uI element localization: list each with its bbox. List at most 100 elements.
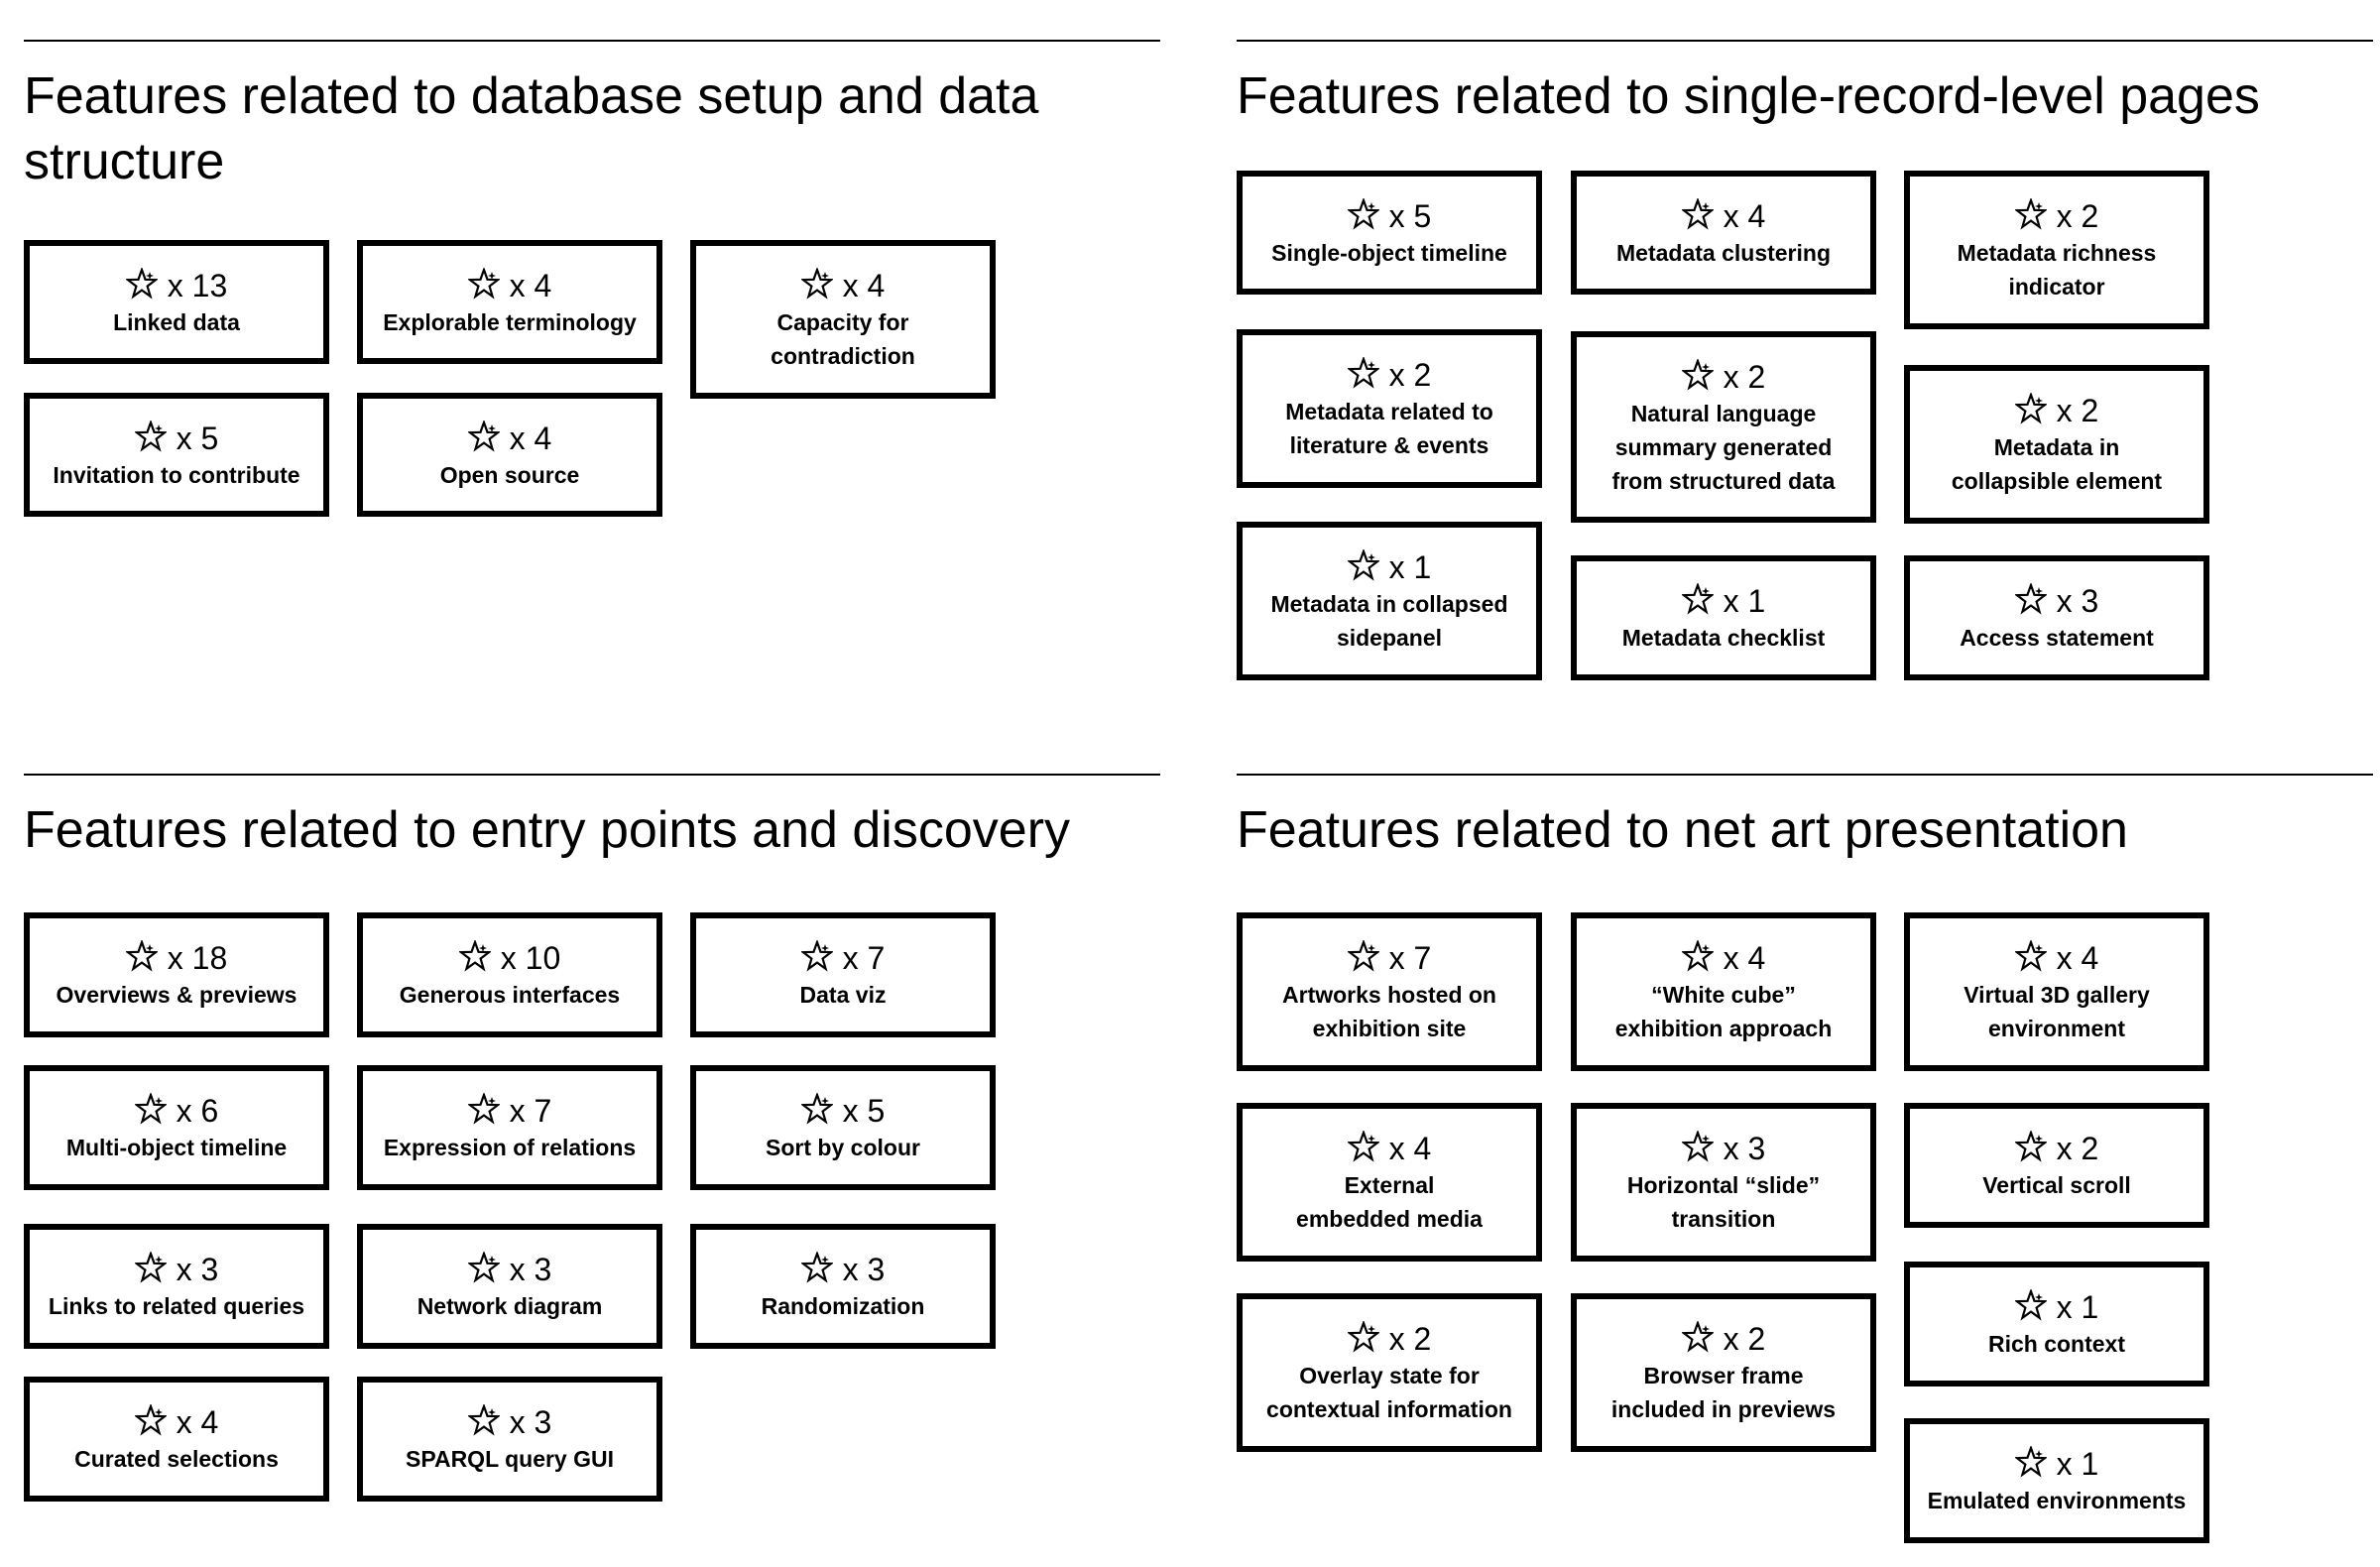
card-count: x 5 bbox=[176, 421, 219, 456]
section-single-record-pages: Features related to single-record-level … bbox=[1237, 40, 2373, 736]
star-icon bbox=[2014, 1446, 2047, 1478]
star-icon bbox=[467, 1093, 500, 1125]
feature-card-randomization: x 3 Randomization bbox=[690, 1224, 996, 1349]
card-label: “White cube” exhibition approach bbox=[1614, 982, 1833, 1041]
card-count: x 2 bbox=[2056, 393, 2099, 428]
feature-card-horizontal-slide: x 3 Horizontal “slide” transition bbox=[1571, 1103, 1876, 1262]
card-count: x 6 bbox=[176, 1093, 219, 1129]
card-count: x 1 bbox=[1723, 583, 1766, 619]
star-icon bbox=[800, 1252, 833, 1283]
card-count: x 4 bbox=[1723, 198, 1766, 234]
card-count: x 18 bbox=[167, 940, 228, 976]
card-label: Expression of relations bbox=[383, 1135, 637, 1160]
card-label: Network diagram bbox=[416, 1293, 603, 1319]
feature-card-invitation-to-contribute: x 5 Invitation to contribute bbox=[24, 393, 329, 517]
card-count: x 4 bbox=[176, 1404, 219, 1440]
feature-card-metadata-collapsed-sidepanel: x 1 Metadata in collapsed sidepanel bbox=[1237, 522, 1542, 680]
star-icon bbox=[1347, 940, 1379, 972]
star-icon bbox=[1681, 1321, 1714, 1353]
card-label: External embedded media bbox=[1296, 1172, 1483, 1232]
card-count: x 2 bbox=[1388, 357, 1432, 393]
section-title: Features related to database setup and d… bbox=[24, 67, 1039, 190]
star-icon bbox=[2014, 1131, 2047, 1162]
star-icon bbox=[467, 421, 500, 452]
card-count: x 13 bbox=[167, 268, 228, 303]
star-icon bbox=[134, 1404, 167, 1436]
card-label: Open source bbox=[439, 462, 580, 488]
card-label: Overlay state for contextual information bbox=[1266, 1363, 1512, 1422]
card-count: x 5 bbox=[1388, 198, 1432, 234]
star-icon bbox=[1347, 1321, 1379, 1353]
card-label: Metadata richness indicator bbox=[1957, 240, 2157, 300]
card-label: Overviews & previews bbox=[56, 982, 298, 1008]
feature-card-metadata-checklist: x 1 Metadata checklist bbox=[1571, 555, 1876, 680]
star-icon bbox=[1681, 1131, 1714, 1162]
card-label: Emulated environments bbox=[1927, 1488, 2187, 1513]
feature-card-overlay-state: x 2 Overlay state for contextual informa… bbox=[1237, 1293, 1542, 1452]
card-count: x 7 bbox=[1388, 940, 1432, 976]
card-count: x 5 bbox=[842, 1093, 886, 1129]
star-icon bbox=[1347, 1131, 1379, 1162]
card-label: Browser frame included in previews bbox=[1610, 1363, 1837, 1422]
feature-card-curated-selections: x 4 Curated selections bbox=[24, 1377, 329, 1502]
card-label: Single-object timeline bbox=[1271, 240, 1507, 266]
feature-card-browser-frame: x 2 Browser frame included in previews bbox=[1571, 1293, 1876, 1452]
star-icon bbox=[800, 268, 833, 300]
feature-card-emulated-environments: x 1 Emulated environments bbox=[1904, 1418, 2209, 1543]
star-icon bbox=[1681, 359, 1714, 391]
card-count: x 7 bbox=[842, 940, 886, 976]
star-icon bbox=[467, 1252, 500, 1283]
card-count: x 1 bbox=[1388, 549, 1432, 585]
card-count: x 1 bbox=[2056, 1446, 2099, 1482]
card-label: Natural language summary generated from … bbox=[1611, 401, 1836, 494]
card-label: Metadata in collapsible element bbox=[1951, 434, 2163, 494]
card-label: Randomization bbox=[761, 1293, 925, 1319]
card-count: x 4 bbox=[2056, 940, 2099, 976]
card-label: Data viz bbox=[799, 982, 887, 1008]
feature-card-metadata-collapsible-element: x 2 Metadata in collapsible element bbox=[1904, 365, 2209, 524]
card-count: x 3 bbox=[509, 1252, 552, 1287]
star-icon bbox=[134, 1252, 167, 1283]
feature-card-multi-object-timeline: x 6 Multi-object timeline bbox=[24, 1065, 329, 1190]
card-label: Metadata in collapsed sidepanel bbox=[1270, 591, 1508, 651]
section-title: Features related to entry points and dis… bbox=[24, 801, 1071, 859]
feature-card-overviews-previews: x 18 Overviews & previews bbox=[24, 912, 329, 1037]
card-count: x 4 bbox=[1723, 940, 1766, 976]
star-icon bbox=[1681, 940, 1714, 972]
card-label: Metadata clustering bbox=[1616, 240, 1831, 266]
star-icon bbox=[800, 1093, 833, 1125]
feature-card-metadata-richness-indicator: x 2 Metadata richness indicator bbox=[1904, 171, 2209, 329]
card-count: x 3 bbox=[842, 1252, 886, 1287]
star-icon bbox=[134, 1093, 167, 1125]
section-title: Features related to single-record-level … bbox=[1237, 67, 2260, 125]
star-icon bbox=[125, 940, 158, 972]
card-count: x 2 bbox=[2056, 198, 2099, 234]
card-label: SPARQL query GUI bbox=[405, 1446, 615, 1472]
feature-card-single-object-timeline: x 5 Single-object timeline bbox=[1237, 171, 1542, 295]
feature-card-generous-interfaces: x 10 Generous interfaces bbox=[357, 912, 662, 1037]
star-icon bbox=[1347, 198, 1379, 230]
section-entry-points-discovery: Features related to entry points and dis… bbox=[24, 774, 1160, 1549]
feature-card-sort-by-colour: x 5 Sort by colour bbox=[690, 1065, 996, 1190]
feature-card-network-diagram: x 3 Network diagram bbox=[357, 1224, 662, 1349]
feature-card-natural-language-summary: x 2 Natural language summary generated f… bbox=[1571, 331, 1876, 523]
star-icon bbox=[1347, 357, 1379, 389]
feature-card-access-statement: x 3 Access statement bbox=[1904, 555, 2209, 680]
card-label: Curated selections bbox=[74, 1446, 279, 1472]
feature-card-virtual-3d-gallery: x 4 Virtual 3D gallery environment bbox=[1904, 912, 2209, 1071]
feature-card-rich-context: x 1 Rich context bbox=[1904, 1262, 2209, 1386]
card-count: x 1 bbox=[2056, 1289, 2099, 1325]
star-icon bbox=[134, 421, 167, 452]
feature-card-vertical-scroll: x 2 Vertical scroll bbox=[1904, 1103, 2209, 1228]
feature-card-metadata-literature-events: x 2 Metadata related to literature & eve… bbox=[1237, 329, 1542, 488]
card-label: Metadata checklist bbox=[1621, 625, 1826, 651]
star-icon bbox=[2014, 1289, 2047, 1321]
star-icon bbox=[1681, 583, 1714, 615]
card-count: x 4 bbox=[509, 421, 552, 456]
card-label: Capacity for contradiction bbox=[771, 309, 915, 369]
card-label: Virtual 3D gallery environment bbox=[1964, 982, 2150, 1041]
card-label: Sort by colour bbox=[766, 1135, 920, 1160]
feature-card-artworks-hosted: x 7 Artworks hosted on exhibition site bbox=[1237, 912, 1542, 1071]
feature-card-explorable-terminology: x 4 Explorable terminology bbox=[357, 240, 662, 364]
star-icon bbox=[1681, 198, 1714, 230]
